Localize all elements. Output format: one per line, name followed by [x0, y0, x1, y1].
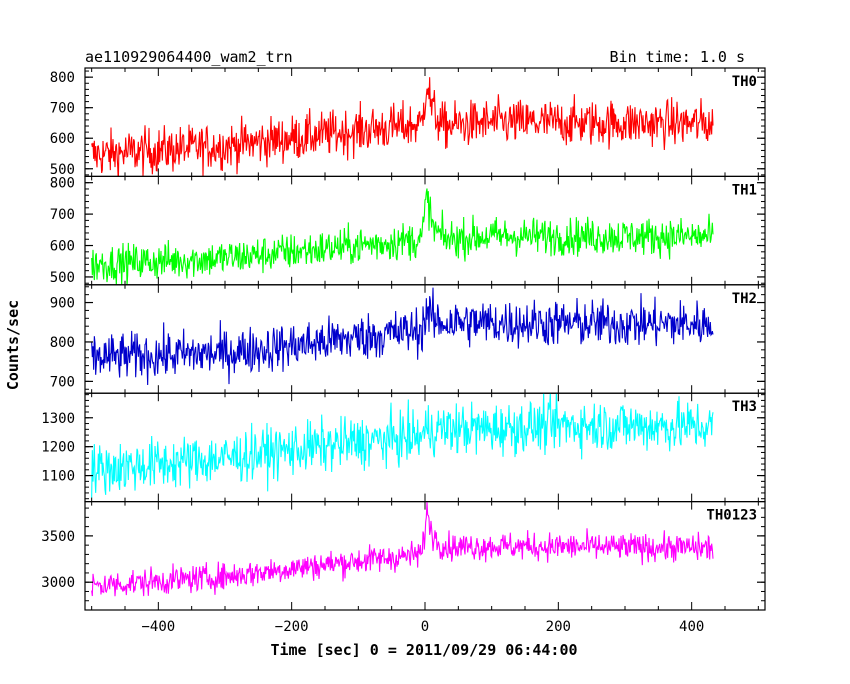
y-tick-label: 900	[50, 296, 75, 312]
y-tick-label: 600	[50, 239, 75, 255]
y-tick-label: 500	[50, 270, 75, 286]
y-tick-label: 800	[50, 335, 75, 351]
y-tick-label: 3000	[41, 575, 75, 591]
y-tick-label: 1300	[41, 411, 75, 427]
panel-label: TH3	[732, 399, 757, 415]
panels-layer: 500 600 700 800 TH0 500 600 700 800 TH1 700 800 900 T…	[41, 67, 766, 635]
series-line-th0	[91, 77, 714, 177]
y-tick-label: 600	[50, 131, 75, 147]
panel-frame	[84, 284, 766, 394]
y-tick-label: 800	[50, 176, 75, 192]
y-tick-label: 1100	[41, 469, 75, 485]
series-line-th0123	[91, 501, 714, 597]
panel-frame	[84, 501, 766, 611]
panel-label: TH1	[732, 182, 757, 198]
chart-title: ae110929064400_wam2_trn	[85, 48, 293, 66]
x-tick-label: 0	[421, 619, 429, 635]
y-axis-label: Counts/sec	[4, 300, 22, 390]
bin-time-label: Bin time: 1.0 s	[610, 48, 745, 66]
x-axis-label: Time [sec] 0 = 2011/09/29 06:44:00	[270, 641, 577, 659]
panel-label: TH0123	[706, 508, 757, 524]
series-line-th3	[91, 393, 714, 498]
x-tick-label: 200	[546, 619, 571, 635]
y-tick-label: 700	[50, 101, 75, 117]
y-tick-label: 1200	[41, 440, 75, 456]
panel-th2: 700 800 900 TH2	[50, 284, 766, 394]
x-tick-label: −400	[141, 619, 175, 635]
panel-label: TH2	[732, 291, 757, 307]
panel-label: TH0	[732, 74, 757, 90]
x-tick-label: 400	[679, 619, 704, 635]
panel-th1: 500 600 700 800 TH1	[50, 176, 766, 286]
panel-th0: 500 600 700 800 TH0	[50, 67, 766, 178]
y-tick-label: 3500	[41, 529, 75, 545]
y-tick-label: 800	[50, 70, 75, 86]
panel-th0123: 3000 3500 TH0123	[41, 501, 766, 611]
y-tick-label: 500	[50, 162, 75, 178]
panel-th3: 1100 1200 1300 TH3	[41, 392, 766, 503]
x-tick-label: −200	[275, 619, 309, 635]
y-tick-label: 700	[50, 207, 75, 223]
y-tick-label: 700	[50, 374, 75, 390]
series-line-th2	[91, 287, 714, 386]
series-line-th1	[91, 188, 714, 285]
